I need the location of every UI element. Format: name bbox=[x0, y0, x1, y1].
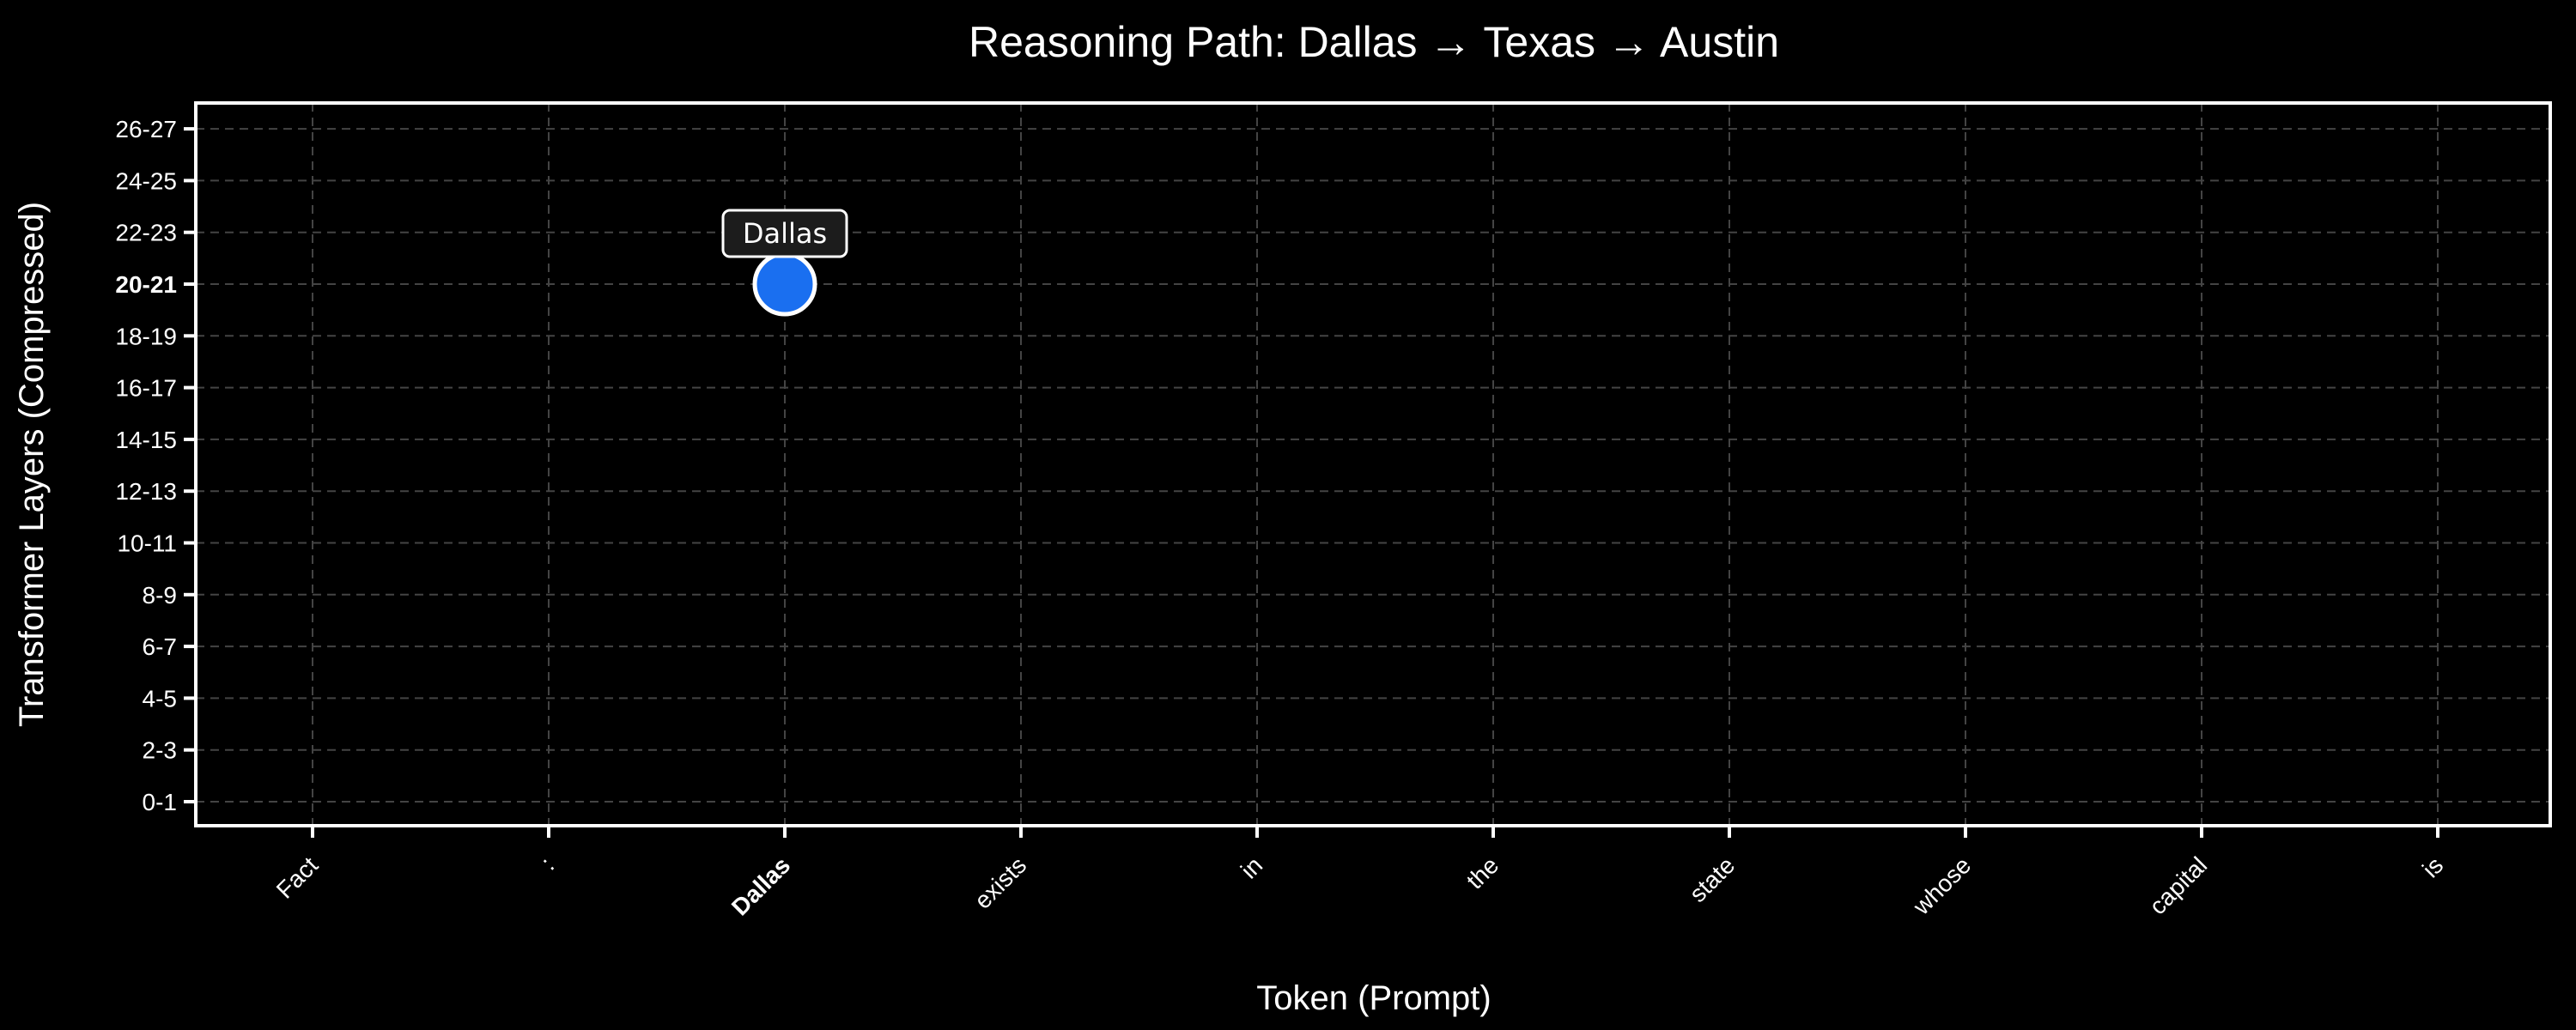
y-tick-label: 12-13 bbox=[115, 478, 177, 505]
y-tick-label: 6-7 bbox=[143, 633, 177, 660]
chart-title: Reasoning Path: Dallas → Texas → Austin bbox=[969, 18, 1779, 66]
data-points: Dallas bbox=[721, 209, 848, 317]
y-tick-label: 10-11 bbox=[117, 530, 177, 557]
grid-lines bbox=[196, 103, 2550, 826]
y-tick-label: 22-23 bbox=[115, 220, 177, 246]
y-tick-label: 4-5 bbox=[143, 685, 177, 712]
y-tick-label: 26-27 bbox=[115, 116, 177, 142]
plot-area bbox=[194, 101, 2552, 827]
y-axis: 0-1 2-3 4-5 6-7 8-9 10-11 12-13 14-15 16-17 18-19… bbox=[115, 116, 196, 815]
y-tick-label: 24-25 bbox=[115, 167, 177, 194]
y-tick-label: 2-3 bbox=[143, 737, 177, 764]
y-tick-label: 20-21 bbox=[115, 271, 177, 298]
y-tick-label: 16-17 bbox=[115, 375, 177, 402]
annotation-label: Dallas bbox=[743, 217, 827, 250]
y-tick-label: 14-15 bbox=[115, 427, 177, 453]
y-axis-label: Transformer Layers (Compressed) bbox=[13, 202, 51, 727]
data-point bbox=[752, 251, 817, 317]
y-tick-label: 8-9 bbox=[143, 582, 177, 609]
y-tick-label: 18-19 bbox=[115, 323, 177, 349]
x-axis-label: Token (Prompt) bbox=[1256, 979, 1491, 1017]
annotation-box bbox=[721, 209, 848, 258]
y-tick-label: 0-1 bbox=[143, 789, 177, 815]
